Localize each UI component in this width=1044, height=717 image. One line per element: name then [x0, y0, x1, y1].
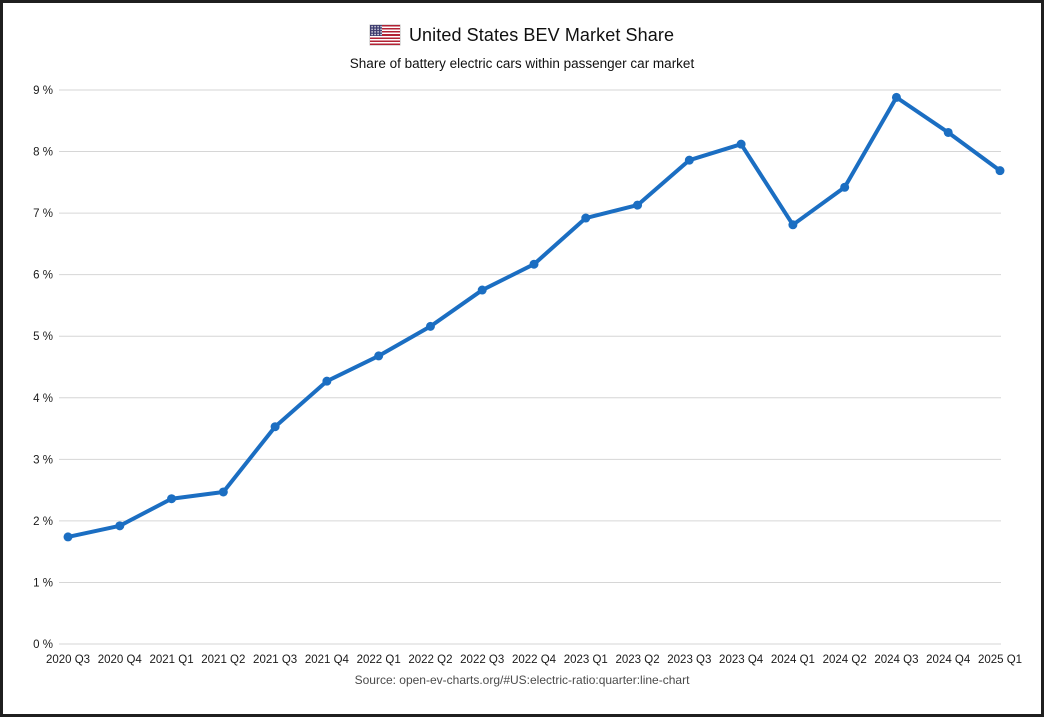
y-axis-tick-label: 6 % — [33, 270, 53, 282]
data-point — [840, 182, 850, 192]
bev-line-chart: 0 % 1 % 2 % 3 % 4 % 5 % 6 % 7 % 8 % 9 % 2020 Q3 202… — [33, 85, 1022, 666]
data-point — [529, 259, 539, 269]
data-point — [270, 422, 280, 432]
data-point — [63, 532, 73, 542]
x-axis-tick-label: 2024 Q2 — [823, 654, 867, 666]
x-axis-tick-label: 2023 Q3 — [667, 654, 711, 666]
x-axis-tick-label: 2024 Q3 — [874, 654, 918, 666]
source-caption: Source: open-ev-charts.org/#US:electric-… — [354, 673, 690, 687]
chart-title: United States BEV Market Share — [408, 24, 675, 45]
trend-line — [66, 95, 1002, 539]
x-axis-tick-label: 2023 Q4 — [719, 654, 764, 666]
y-axis-tick-label: 0 % — [33, 639, 53, 651]
y-axis-tick-label: 4 % — [33, 393, 53, 405]
data-point — [218, 487, 228, 497]
y-axis-tick-label: 3 % — [33, 454, 53, 466]
y-axis-tick-label: 9 % — [33, 85, 53, 97]
x-axis-tick-label: 2023 Q1 — [564, 654, 608, 666]
y-axis-tick-label: 1 % — [33, 577, 53, 589]
x-axis-tick-label: 2023 Q2 — [615, 654, 659, 666]
y-axis-tick-label: 5 % — [33, 331, 53, 343]
x-axis-tick-label: 2022 Q2 — [408, 654, 452, 666]
data-point — [891, 92, 901, 102]
x-axis-tick-label: 2024 Q4 — [926, 654, 971, 666]
x-axis-tick-label: 2022 Q3 — [460, 654, 504, 666]
data-point — [374, 351, 384, 361]
data-point — [167, 494, 177, 504]
y-axis-tick-label: 8 % — [33, 147, 53, 159]
x-axis-tick-label: 2021 Q1 — [149, 654, 193, 666]
data-point — [581, 213, 591, 223]
x-axis-tick-label: 2022 Q1 — [357, 654, 401, 666]
x-axis-tick-label: 2021 Q4 — [305, 654, 350, 666]
x-axis-tick-label: 2021 Q2 — [201, 654, 245, 666]
data-point — [943, 127, 953, 137]
y-axis-tick-label: 7 % — [33, 208, 53, 220]
title-row: United States BEV Market Share — [3, 23, 1041, 47]
us-flag-icon — [369, 25, 400, 45]
data-point — [322, 376, 332, 386]
chart-header: United States BEV Market Share Share of … — [3, 3, 1041, 72]
data-point — [477, 285, 487, 295]
x-axis-tick-label: 2022 Q4 — [512, 654, 557, 666]
data-point — [788, 220, 798, 230]
data-point — [425, 321, 435, 331]
us-flag-canton — [369, 25, 383, 36]
data-point — [684, 155, 694, 165]
data-point — [115, 521, 125, 531]
x-axis-tick-label: 2020 Q3 — [46, 654, 90, 666]
x-axis-tick-label: 2020 Q4 — [98, 654, 143, 666]
y-axis-tick-label: 2 % — [33, 516, 53, 528]
x-axis-tick-label: 2024 Q1 — [771, 654, 815, 666]
data-point — [995, 166, 1005, 176]
data-point — [633, 200, 643, 210]
data-point — [736, 139, 746, 149]
x-axis-tick-label: 2021 Q3 — [253, 654, 297, 666]
chart-subtitle: Share of battery electric cars within pa… — [349, 56, 695, 71]
x-axis-tick-label: 2025 Q1 — [978, 654, 1022, 666]
